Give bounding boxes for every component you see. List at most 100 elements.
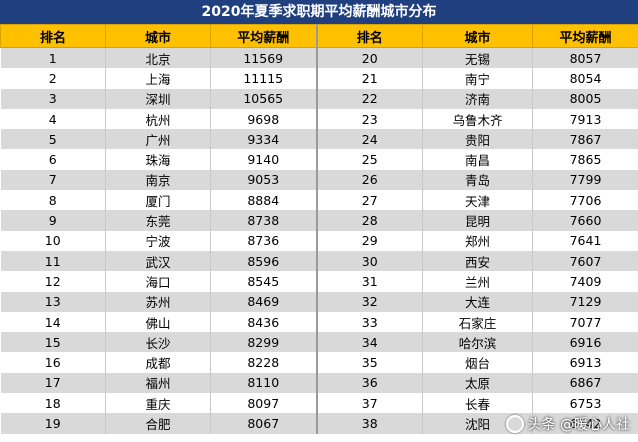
cell-rank-left: 3 — [0, 88, 106, 109]
cell-rank-right: 35 — [315, 352, 423, 373]
toutiao-logo-icon — [505, 415, 524, 433]
table-row: 10 宁波 8736 29 郑州 7641 — [0, 230, 638, 251]
cell-salary-left: 8436 — [210, 311, 317, 333]
cell-city-right: 青岛 — [422, 169, 533, 191]
cell-salary-right: 7129 — [532, 291, 638, 312]
cell-city-right: 昆明 — [422, 210, 533, 231]
cell-rank-left: 10 — [0, 230, 106, 251]
cell-city-left: 福州 — [105, 372, 211, 394]
cell-city-left: 东莞 — [105, 210, 211, 231]
cell-city-right: 西安 — [422, 250, 533, 272]
header-salary-left: 平均薪酬 — [210, 24, 317, 48]
cell-salary-left: 8596 — [210, 250, 317, 272]
cell-salary-right: 8054 — [532, 68, 638, 89]
cell-city-right: 乌鲁木齐 — [422, 108, 533, 130]
header-rank-left: 排名 — [0, 24, 106, 48]
cell-rank-right: 25 — [315, 149, 423, 170]
cell-city-left: 杭州 — [105, 108, 211, 130]
cell-salary-right: 7799 — [532, 169, 638, 191]
cell-city-left: 南京 — [105, 169, 211, 191]
cell-salary-right: 7660 — [532, 210, 638, 231]
salary-table: 排名 城市 平均薪酬 排名 城市 平均薪酬 1 北京 11569 20 无锡 8057 2 上… — [0, 24, 638, 434]
cell-rank-right: 27 — [315, 190, 423, 211]
cell-city-left: 佛山 — [105, 311, 211, 333]
cell-city-left: 珠海 — [105, 149, 211, 170]
cell-city-left: 苏州 — [105, 291, 211, 312]
cell-city-right: 兰州 — [422, 271, 533, 292]
cell-rank-left: 6 — [0, 149, 106, 170]
cell-rank-right: 21 — [315, 68, 423, 89]
table-row: 8 厦门 8884 27 天津 7706 — [0, 190, 638, 211]
cell-city-left: 海口 — [105, 271, 211, 292]
table-row: 15 长沙 8299 34 哈尔滨 6916 — [0, 332, 638, 353]
cell-salary-left: 11115 — [210, 68, 317, 89]
cell-city-right: 大连 — [422, 291, 533, 312]
cell-rank-left: 16 — [0, 352, 106, 373]
cell-salary-left: 9140 — [210, 149, 317, 170]
cell-city-left: 成都 — [105, 352, 211, 373]
cell-salary-left: 8097 — [210, 393, 317, 414]
cell-city-left: 长沙 — [105, 332, 211, 353]
cell-rank-right: 30 — [315, 250, 423, 272]
cell-rank-left: 5 — [0, 129, 106, 150]
cell-salary-right: 8057 — [532, 47, 638, 69]
cell-salary-right: 7409 — [532, 271, 638, 292]
cell-rank-right: 38 — [315, 413, 423, 434]
cell-salary-left: 8469 — [210, 291, 317, 312]
header-city-left: 城市 — [105, 24, 211, 48]
cell-salary-right: 6867 — [532, 372, 638, 394]
cell-rank-left: 11 — [0, 250, 106, 272]
cell-salary-right: 7867 — [532, 129, 638, 150]
cell-salary-right: 6753 — [532, 393, 638, 414]
cell-salary-left: 8110 — [210, 372, 317, 394]
cell-salary-left: 8884 — [210, 190, 317, 211]
cell-city-right: 南宁 — [422, 68, 533, 89]
table-row: 2 上海 11115 21 南宁 8054 — [0, 68, 638, 89]
cell-rank-right: 28 — [315, 210, 423, 231]
header-city-right: 城市 — [422, 24, 533, 48]
cell-salary-right: 6742 — [532, 413, 638, 434]
table-row: 14 佛山 8436 33 石家庄 7077 — [0, 311, 638, 333]
cell-city-left: 宁波 — [105, 230, 211, 251]
cell-rank-left: 17 — [0, 372, 106, 394]
table-row: 12 海口 8545 31 兰州 7409 — [0, 271, 638, 292]
cell-rank-right: 24 — [315, 129, 423, 150]
cell-salary-right: 7913 — [532, 108, 638, 130]
cell-rank-left: 9 — [0, 210, 106, 231]
header-row: 排名 城市 平均薪酬 排名 城市 平均薪酬 — [0, 24, 638, 48]
cell-salary-right: 7607 — [532, 250, 638, 272]
cell-salary-left: 8067 — [210, 413, 317, 434]
cell-city-right: 太原 — [422, 372, 533, 394]
table-row: 18 重庆 8097 37 长春 6753 — [0, 393, 638, 414]
cell-city-right: 烟台 — [422, 352, 533, 373]
cell-city-left: 合肥 — [105, 413, 211, 434]
cell-rank-right: 23 — [315, 108, 423, 130]
cell-rank-right: 36 — [315, 372, 423, 394]
cell-salary-left: 9698 — [210, 108, 317, 130]
cell-city-left: 重庆 — [105, 393, 211, 414]
cell-salary-right: 6913 — [532, 352, 638, 373]
table-row: 7 南京 9053 26 青岛 7799 — [0, 169, 638, 191]
cell-salary-right: 7865 — [532, 149, 638, 170]
cell-rank-left: 15 — [0, 332, 106, 353]
cell-city-left: 北京 — [105, 47, 211, 69]
cell-city-left: 深圳 — [105, 88, 211, 109]
cell-rank-left: 13 — [0, 291, 106, 312]
table-row: 3 深圳 10565 22 济南 8005 — [0, 88, 638, 109]
cell-city-right: 天津 — [422, 190, 533, 211]
cell-salary-right: 7077 — [532, 311, 638, 333]
table-row: 17 福州 8110 36 太原 6867 — [0, 372, 638, 394]
cell-salary-left: 11569 — [210, 47, 317, 69]
table-row: 16 成都 8228 35 烟台 6913 — [0, 352, 638, 373]
header-salary-right: 平均薪酬 — [532, 24, 638, 48]
cell-rank-right: 20 — [315, 47, 423, 69]
cell-city-right: 郑州 — [422, 230, 533, 251]
cell-rank-left: 12 — [0, 271, 106, 292]
table-title: 2020年夏季求职期平均薪酬城市分布 — [0, 0, 638, 24]
cell-rank-right: 37 — [315, 393, 423, 414]
cell-rank-left: 7 — [0, 169, 106, 191]
cell-salary-right: 8005 — [532, 88, 638, 109]
cell-salary-right: 7641 — [532, 230, 638, 251]
cell-salary-left: 8228 — [210, 352, 317, 373]
cell-city-right: 石家庄 — [422, 311, 533, 333]
